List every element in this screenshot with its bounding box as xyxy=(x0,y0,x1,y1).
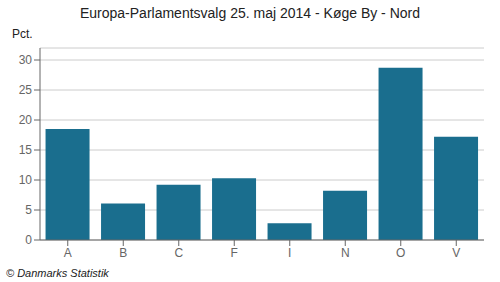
html-text:Europa-Parlamentsvalg 25. maj: Europa-Parlamentsvalg 25. maj 2014 - Køg… xyxy=(80,5,420,21)
svg-text:5: 5 xyxy=(25,203,32,217)
html-text:Pct.: Pct. xyxy=(12,27,33,41)
svg-text:V: V xyxy=(452,246,460,260)
svg-text:25: 25 xyxy=(19,83,33,97)
svg-text:30: 30 xyxy=(19,53,33,67)
svg-text:B: B xyxy=(119,246,127,260)
svg-text:I: I xyxy=(288,246,291,260)
svg-text:N: N xyxy=(341,246,350,260)
svg-text:15: 15 xyxy=(19,143,33,157)
svg-text:A: A xyxy=(64,246,72,260)
svg-text:O: O xyxy=(396,246,405,260)
svg-text:20: 20 xyxy=(19,113,33,127)
svg-text:C: C xyxy=(174,246,183,260)
svg-text:10: 10 xyxy=(19,173,33,187)
svg-text:0: 0 xyxy=(25,233,32,247)
html-text:© Danmarks Statistik: © Danmarks Statistik xyxy=(6,267,109,279)
svg-text:F: F xyxy=(231,246,238,260)
